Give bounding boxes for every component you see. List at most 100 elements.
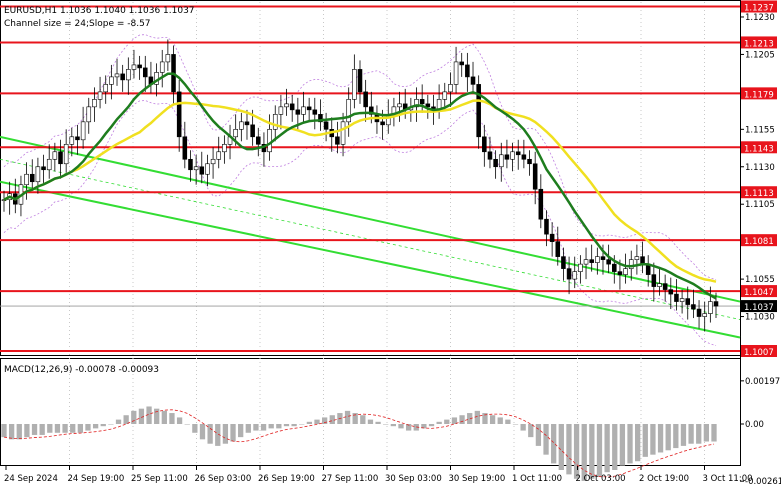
macd-bar: [489, 415, 496, 424]
level-tag-bg: [741, 36, 777, 49]
time-tick-label: 26 Sep 03:00: [195, 474, 252, 484]
candle-body: [696, 308, 702, 317]
macd-bar: [696, 424, 702, 444]
candle-body: [205, 163, 210, 175]
macd-bar: [230, 424, 236, 442]
ma-fast-line: [3, 72, 717, 300]
macd-bar: [497, 417, 503, 424]
macd-bar: [421, 424, 427, 429]
macd-bar: [24, 424, 30, 438]
candle-body: [380, 121, 385, 126]
macd-bar: [520, 424, 526, 431]
macd-bar: [131, 410, 137, 424]
level-tag-label: 1.1113: [744, 189, 774, 199]
macd-bar: [428, 424, 435, 427]
candle-body: [272, 114, 278, 130]
macd-bar: [16, 424, 22, 440]
macd-bar: [207, 424, 213, 444]
price-axis: 1.12301.12051.11801.11551.11301.11051.10…: [740, 13, 775, 323]
symbol-header: EURUSD,H1 1.1036 1.1040 1.1036 1.1037: [4, 6, 195, 16]
candle-body: [357, 69, 363, 93]
macd-bar: [673, 424, 679, 449]
candle-body: [583, 259, 589, 265]
candle-body: [470, 76, 476, 85]
macd-bar: [47, 424, 53, 433]
candle-body: [419, 99, 425, 105]
price-panel-frame: [0, 0, 741, 356]
candle-body: [617, 271, 623, 275]
macd-bar: [650, 424, 656, 455]
macd-bar: [383, 424, 389, 425]
candle-body: [239, 121, 244, 130]
macd-bar: [375, 421, 381, 424]
macd-bar: [291, 424, 297, 427]
candle-body: [425, 103, 431, 108]
candle-body: [63, 143, 69, 165]
macd-bar: [352, 413, 358, 424]
candle-body: [346, 99, 351, 123]
price-tick-label: 1.1105: [745, 200, 775, 210]
macd-bar: [8, 424, 15, 440]
candle-body: [216, 151, 222, 160]
macd-bar: [558, 424, 564, 470]
macd-bar: [329, 415, 335, 424]
macd-bar: [260, 424, 267, 431]
candle-body: [532, 163, 538, 190]
candle-body: [75, 136, 80, 141]
macd-bar: [642, 424, 648, 457]
macd-bar: [505, 419, 511, 424]
macd-bar: [398, 424, 404, 429]
price-tick-label: 1.1055: [745, 275, 775, 285]
time-tick-label: 2 Oct 03:00: [576, 474, 626, 484]
candle-body: [222, 143, 227, 153]
time-axis: 24 Sep 2024 24 Sep 19:00 25 Sep 11:00 26 Se…: [4, 466, 753, 484]
macd-bar: [566, 424, 572, 475]
candle-body: [86, 106, 92, 123]
macd-bar: [467, 413, 473, 424]
candle-body: [120, 73, 125, 81]
candle-body: [363, 91, 368, 108]
macd-bar: [451, 417, 458, 424]
candle-body: [555, 241, 561, 257]
candle-body: [606, 259, 611, 265]
level-tag-bg: [741, 186, 777, 199]
macd-bar: [512, 424, 519, 425]
macd-bar: [573, 424, 580, 479]
candle-body: [572, 271, 578, 280]
time-tick-label: 26 Sep 19:00: [258, 474, 315, 484]
candle-body: [182, 136, 188, 160]
candle-body: [662, 283, 668, 290]
time-tick-label: 25 Sep 11:00: [131, 474, 188, 484]
candle-body: [595, 256, 600, 263]
macd-bar: [535, 424, 542, 446]
candle-body: [29, 173, 35, 183]
price-tick-label: 1.1155: [745, 125, 775, 135]
level-tag-label: 1.1047: [744, 288, 774, 298]
candles: [1, 39, 719, 332]
candle-body: [306, 106, 312, 111]
macd-bar: [184, 424, 190, 425]
candle-body: [188, 158, 193, 171]
macd-bar: [344, 410, 351, 424]
candle-body: [137, 64, 142, 69]
macd-bar: [146, 406, 152, 424]
candle-body: [561, 256, 566, 269]
candle-body: [80, 121, 86, 141]
candle-body: [510, 151, 515, 160]
candle-body: [515, 151, 521, 156]
macd-bar: [85, 424, 91, 431]
candle-body: [453, 61, 459, 85]
candle-body: [549, 233, 555, 242]
candle-body: [312, 109, 318, 115]
macd-bar: [474, 410, 480, 424]
candle-body: [691, 304, 696, 310]
macd-histogram: [1, 406, 717, 481]
candle-body: [448, 84, 453, 93]
time-tick-label: 2 Oct 19:00: [639, 474, 689, 484]
macd-bar: [635, 424, 641, 462]
candle-body: [284, 103, 289, 108]
candle-body: [126, 69, 131, 81]
macd-bar: [680, 424, 687, 446]
candle-body: [612, 263, 617, 272]
macd-bar: [268, 424, 274, 429]
